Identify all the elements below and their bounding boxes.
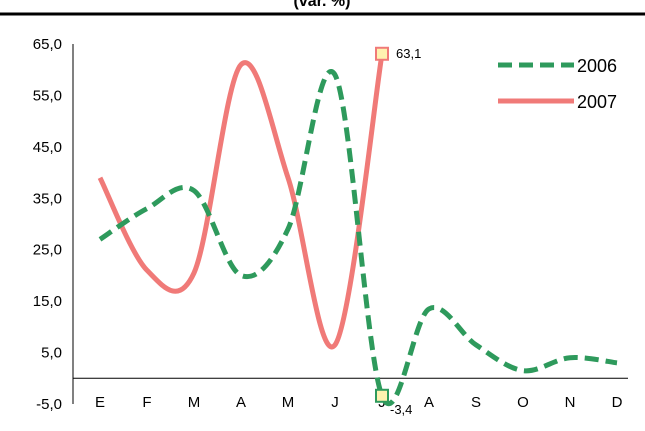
y-tick-label: -5,0 [36, 396, 62, 413]
legend: 2006 2007 [498, 56, 617, 112]
series-line-2007 [97, 53, 385, 350]
x-tick-label: M [188, 394, 201, 411]
legend-label-2007: 2007 [577, 92, 617, 112]
x-tick-label: S [471, 394, 481, 411]
y-tick-label: 55,0 [33, 87, 62, 104]
y-tick-label: 45,0 [33, 139, 62, 156]
data-point-marker [375, 388, 389, 403]
y-tick-label: 35,0 [33, 190, 62, 207]
data-point-marker [375, 46, 389, 61]
x-tick-label: A [424, 394, 434, 411]
y-tick-label: 5,0 [41, 345, 62, 362]
y-tick-label: 65,0 [33, 36, 62, 53]
markers: 63,1 -3,4 [375, 46, 421, 417]
series-layer [97, 53, 618, 407]
x-tick-label: A [236, 394, 246, 411]
x-tick-label: N [565, 394, 576, 411]
chart-title: (var. %) [294, 0, 351, 10]
x-tick-label: J [331, 394, 339, 411]
x-tick-label: O [517, 394, 529, 411]
x-tick-label: M [282, 394, 295, 411]
series-line-2006 [98, 69, 618, 407]
legend-label-2006: 2006 [577, 56, 617, 76]
x-tick-label: E [95, 394, 105, 411]
x-tick-label: F [142, 394, 151, 411]
axes: 65,055,045,035,025,015,05,0-5,0EFMAMJJAS… [33, 36, 628, 413]
data-label: -3,4 [390, 402, 412, 417]
data-label: 63,1 [396, 46, 421, 61]
x-tick-label: D [612, 394, 623, 411]
y-tick-label: 15,0 [33, 293, 62, 310]
y-tick-label: 25,0 [33, 242, 62, 259]
